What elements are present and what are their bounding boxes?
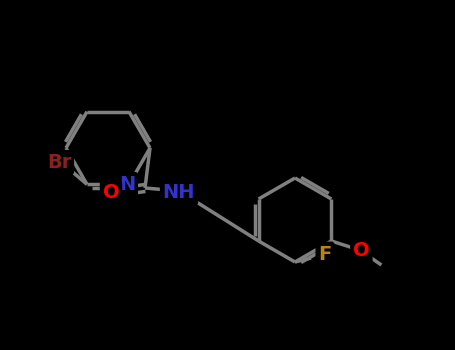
Text: O: O	[353, 241, 369, 260]
Text: O: O	[103, 183, 119, 203]
Text: NH: NH	[163, 183, 195, 203]
Text: F: F	[318, 245, 332, 264]
Text: N: N	[119, 175, 135, 194]
Text: Br: Br	[47, 153, 71, 172]
